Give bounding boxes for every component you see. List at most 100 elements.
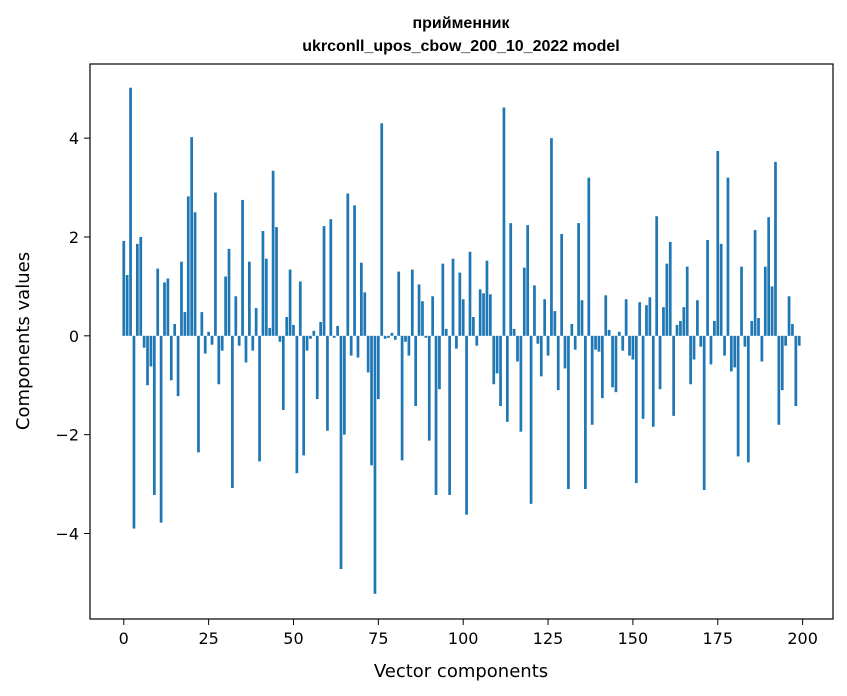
bar-134 (577, 223, 580, 336)
bar-169 (696, 300, 699, 336)
bar-6 (142, 335, 146, 348)
x-tick-label: 50 (283, 629, 303, 648)
bar-81 (397, 271, 401, 336)
bar-93 (438, 335, 441, 390)
bar-82 (400, 335, 404, 461)
bar-3 (132, 335, 136, 529)
bar-46 (278, 335, 282, 342)
bar-127 (553, 311, 557, 336)
bar-7 (146, 335, 149, 386)
bar-109 (492, 335, 496, 385)
bar-149 (628, 335, 631, 356)
bars-group (122, 87, 801, 594)
bar-157 (655, 216, 659, 336)
bar-155 (648, 297, 652, 336)
bar-131 (567, 335, 570, 490)
bar-67 (349, 335, 353, 356)
bar-14 (169, 335, 173, 381)
bar-142 (604, 295, 608, 336)
bar-190 (767, 217, 771, 336)
bar-146 (617, 331, 621, 336)
bar-167 (689, 335, 692, 385)
bar-55 (309, 335, 312, 339)
bar-105 (478, 289, 482, 336)
bar-168 (692, 335, 696, 360)
bar-101 (465, 335, 468, 515)
bar-199 (797, 335, 801, 346)
bar-114 (509, 223, 513, 336)
bar-153 (641, 335, 645, 419)
bar-59 (322, 226, 326, 336)
bar-36 (244, 335, 248, 363)
bar-179 (729, 335, 733, 372)
bar-23 (200, 312, 204, 336)
bar-117 (519, 335, 523, 432)
bar-193 (777, 335, 781, 425)
bar-41 (261, 231, 265, 336)
bar-68 (353, 205, 356, 336)
bar-20 (190, 137, 194, 336)
bar-1 (125, 275, 129, 336)
bar-139 (594, 335, 597, 350)
bar-172 (706, 239, 709, 336)
bar-78 (387, 335, 390, 338)
bar-52 (298, 281, 302, 336)
bar-31 (227, 248, 231, 336)
bar-113 (505, 335, 509, 422)
bar-177 (723, 335, 726, 356)
bar-182 (740, 266, 743, 336)
bar-175 (716, 150, 720, 336)
bar-89 (424, 335, 428, 338)
bar-176 (719, 243, 723, 336)
bar-116 (516, 335, 519, 362)
bar-29 (220, 335, 224, 351)
bar-166 (685, 266, 689, 336)
bar-194 (780, 335, 784, 391)
bar-19 (186, 196, 190, 336)
bar-161 (668, 241, 672, 336)
x-tick-label: 175 (702, 629, 733, 648)
bar-13 (166, 278, 170, 336)
bar-137 (587, 177, 591, 336)
bar-135 (580, 300, 584, 336)
bar-16 (176, 335, 180, 397)
bar-21 (193, 212, 197, 336)
bar-104 (475, 335, 479, 346)
bar-143 (607, 329, 611, 336)
bar-121 (533, 285, 536, 336)
bar-39 (254, 308, 258, 336)
bar-50 (292, 324, 295, 336)
bar-85 (410, 269, 414, 336)
chart-title-line2: ukrconll_upos_cbow_200_10_2022 model (302, 38, 619, 55)
bar-152 (638, 302, 642, 336)
x-tick-label: 125 (533, 629, 564, 648)
x-tick-label: 150 (618, 629, 649, 648)
x-tick-label: 25 (198, 629, 218, 648)
bar-9 (152, 335, 156, 495)
bar-189 (763, 266, 767, 336)
bar-96 (448, 335, 451, 495)
bar-84 (407, 335, 411, 356)
bar-163 (675, 324, 679, 336)
bar-138 (590, 335, 594, 425)
bar-77 (383, 335, 387, 339)
bar-92 (434, 335, 438, 495)
bar-115 (512, 328, 516, 336)
bar-174 (713, 320, 716, 336)
bar-61 (329, 219, 333, 336)
bar-30 (224, 276, 227, 336)
bar-129 (560, 234, 563, 336)
y-axis-ticks: −4 −2 0 2 4 (55, 129, 90, 544)
bar-171 (702, 335, 706, 491)
bar-24 (203, 335, 207, 354)
bar-54 (305, 335, 309, 351)
bar-106 (482, 293, 485, 336)
bar-187 (757, 318, 760, 336)
x-tick-label: 100 (448, 629, 479, 648)
bar-107 (485, 260, 489, 336)
y-axis-label: Components values (13, 252, 34, 430)
bar-173 (709, 335, 713, 365)
bar-94 (441, 263, 445, 336)
bar-51 (295, 335, 299, 474)
